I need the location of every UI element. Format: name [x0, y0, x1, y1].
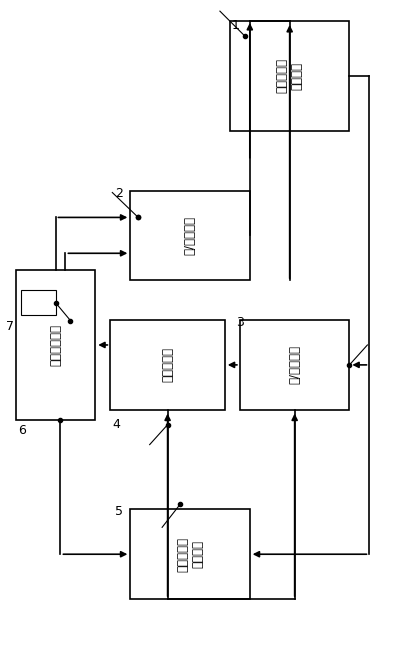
- Text: 增益放大器: 增益放大器: [161, 347, 174, 383]
- Text: 6: 6: [18, 423, 26, 437]
- Text: 数/模转换板: 数/模转换板: [288, 346, 301, 385]
- Text: 5: 5: [115, 505, 123, 519]
- Text: 模/数转换板: 模/数转换板: [184, 216, 197, 255]
- Text: 计算机信号
处理单元: 计算机信号 处理单元: [276, 58, 304, 93]
- Bar: [130, 190, 250, 280]
- Text: 2: 2: [115, 186, 123, 200]
- Text: 4: 4: [112, 417, 120, 431]
- Bar: [16, 270, 95, 419]
- Text: 1: 1: [232, 19, 240, 32]
- Text: 7: 7: [6, 320, 14, 333]
- Text: 计算机信号
控制单元: 计算机信号 控制单元: [176, 537, 204, 572]
- Text: 声耦合腔单元: 声耦合腔单元: [49, 324, 62, 366]
- Bar: [240, 320, 350, 410]
- Bar: [130, 509, 250, 599]
- Bar: [110, 320, 225, 410]
- Bar: [230, 21, 350, 131]
- Bar: [21, 290, 56, 315]
- Text: 3: 3: [236, 316, 244, 329]
